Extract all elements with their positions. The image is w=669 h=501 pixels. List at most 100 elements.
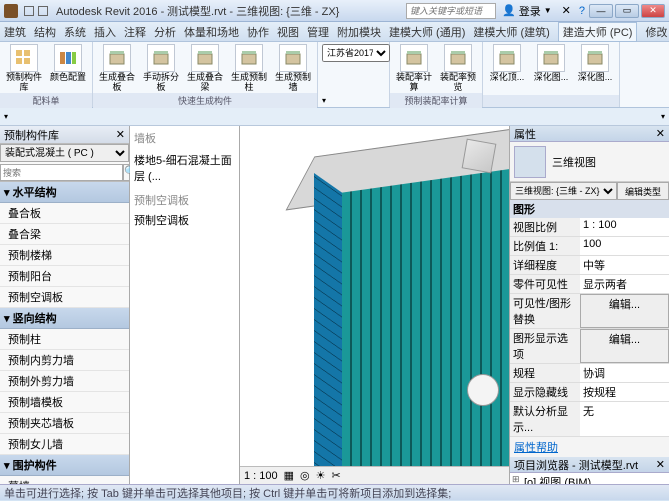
- prop-value: 无: [580, 402, 669, 436]
- prop-value: 1 : 100: [580, 218, 669, 236]
- menu-14[interactable]: 修改: [645, 24, 667, 40]
- prop-row: 视图比例1 : 100: [510, 218, 669, 237]
- menu-13[interactable]: 建造大师 (PC): [558, 22, 638, 42]
- calc-btn-0[interactable]: 装配率计算: [394, 44, 434, 93]
- qat-save-icon[interactable]: [38, 6, 48, 16]
- detail-item[interactable]: 预制空调板: [134, 212, 235, 228]
- menu-9[interactable]: 管理: [307, 24, 329, 40]
- menu-11[interactable]: 建模大师 (通用): [389, 24, 465, 40]
- panel-title: 属性: [514, 126, 536, 142]
- component-tree: ▾ 水平结构叠合板叠合梁预制楼梯预制阳台预制空调板▾ 竖向结构预制柱预制内剪力墙…: [0, 182, 129, 484]
- menu-7[interactable]: 协作: [247, 24, 269, 40]
- menu-0[interactable]: 建筑: [4, 24, 26, 40]
- prop-row: 规程协调: [510, 364, 669, 383]
- group-label: 快速生成构件: [93, 93, 317, 108]
- qat-open-icon[interactable]: [24, 6, 34, 16]
- edit-type-button[interactable]: 编辑类型: [617, 182, 669, 200]
- menu-1[interactable]: 结构: [34, 24, 56, 40]
- color-config-button[interactable]: 颜色配置: [48, 44, 88, 93]
- prop-value: 协调: [580, 364, 669, 382]
- view-control-bar: 1 : 100 ▦ ◎ ☀ ✂: [240, 466, 509, 484]
- ribbon-group-generate: 生成叠合板手动拆分板生成叠合梁生成预制柱生成预制墙 快速生成构件: [93, 42, 318, 107]
- help-search-input[interactable]: [406, 3, 496, 19]
- tree-item[interactable]: 预制阳台: [0, 266, 129, 287]
- menu-3[interactable]: 插入: [94, 24, 116, 40]
- browser-root[interactable]: [o] 视图 (BIM): [510, 473, 669, 484]
- tree-section[interactable]: ▾ 水平结构: [0, 182, 129, 203]
- menu-8[interactable]: 视图: [277, 24, 299, 40]
- minimize-button[interactable]: —: [589, 4, 613, 18]
- detail-btn-1[interactable]: 深化图...: [531, 44, 571, 83]
- gen-btn-0[interactable]: 生成叠合板: [97, 44, 137, 93]
- prop-row: 图形显示选项编辑...: [510, 329, 669, 364]
- tree-section[interactable]: ▾ 围护构件: [0, 455, 129, 476]
- menu-12[interactable]: 建模大师 (建筑): [473, 24, 549, 40]
- tree-item[interactable]: 幕墙: [0, 476, 129, 484]
- prop-value[interactable]: 编辑...: [580, 294, 669, 328]
- menu-2[interactable]: 系统: [64, 24, 86, 40]
- prop-value: 按规程: [580, 383, 669, 401]
- tree-item[interactable]: 预制空调板: [0, 287, 129, 308]
- detail-panel: 墙板 楼地5-细石混凝土面层 (... 预制空调板 预制空调板: [130, 126, 240, 484]
- detail-btn-2[interactable]: 深化图...: [575, 44, 615, 83]
- prop-value[interactable]: 编辑...: [580, 329, 669, 363]
- maximize-button[interactable]: ▭: [615, 4, 639, 18]
- prop-row: 详细程度中等: [510, 256, 669, 275]
- panel-title: 项目浏览器 - 测试模型.rvt: [514, 457, 638, 473]
- menu-10[interactable]: 附加模块: [337, 24, 381, 40]
- menu-5[interactable]: 分析: [154, 24, 176, 40]
- vc-icon[interactable]: ◎: [300, 469, 310, 482]
- detail-item[interactable]: 楼地5-细石混凝土面层 (...: [134, 150, 235, 186]
- menu-6[interactable]: 体量和场地: [184, 24, 239, 40]
- titlebar: Autodesk Revit 2016 - 测试模型.rvt - 三维视图: {…: [0, 0, 669, 22]
- tree-item[interactable]: 预制夹芯墙板: [0, 413, 129, 434]
- help-icon[interactable]: ✕: [562, 4, 571, 17]
- scale-label[interactable]: 1 : 100: [244, 470, 278, 482]
- nav-wheel[interactable]: [467, 374, 499, 406]
- gen-btn-3[interactable]: 生成预制柱: [229, 44, 269, 93]
- 3d-viewport[interactable]: [240, 126, 509, 466]
- tree-item[interactable]: 预制墙模板: [0, 392, 129, 413]
- panel-header: 预制构件库✕: [0, 126, 129, 144]
- tree-search-input[interactable]: [0, 164, 123, 181]
- assembly-type-select[interactable]: 装配式混凝土 ( PC ): [0, 144, 129, 162]
- tree-item[interactable]: 预制内剪力墙: [0, 350, 129, 371]
- revit-icon: [4, 4, 18, 18]
- prop-value: 100: [580, 237, 669, 255]
- vc-icon[interactable]: ▦: [284, 469, 294, 482]
- close-icon[interactable]: ✕: [656, 127, 665, 140]
- tree-item[interactable]: 预制外剪力墙: [0, 371, 129, 392]
- province-select[interactable]: 江苏省2017: [322, 44, 390, 62]
- calc-btn-1[interactable]: 装配率预览: [438, 44, 478, 93]
- menu-4[interactable]: 注释: [124, 24, 146, 40]
- tree-item[interactable]: 预制楼梯: [0, 245, 129, 266]
- info-icon[interactable]: ?: [579, 5, 585, 17]
- close-button[interactable]: ✕: [641, 4, 665, 18]
- prop-row: 显示隐藏线按规程: [510, 383, 669, 402]
- ribbon-group-province: 江苏省2017 ▾: [318, 42, 390, 107]
- close-icon[interactable]: ✕: [656, 458, 665, 471]
- ribbon-group-calc: 装配率计算装配率预览 预制装配率计算: [390, 42, 483, 107]
- tree-item[interactable]: 预制女儿墙: [0, 434, 129, 455]
- tree-section[interactable]: ▾ 竖向结构: [0, 308, 129, 329]
- ribbon: 预制构件库 颜色配置 配料单 生成叠合板手动拆分板生成叠合梁生成预制柱生成预制墙…: [0, 42, 669, 108]
- tree-item[interactable]: 叠合板: [0, 203, 129, 224]
- close-panel-icon[interactable]: ✕: [116, 128, 125, 141]
- view-cube[interactable]: [455, 132, 503, 180]
- gen-btn-4[interactable]: 生成预制墙: [273, 44, 313, 93]
- prop-value: 显示两者: [580, 275, 669, 293]
- user-login[interactable]: 👤登录▼: [502, 3, 552, 19]
- vc-icon[interactable]: ✂: [332, 469, 341, 482]
- properties-help-link[interactable]: 属性帮助: [510, 437, 669, 457]
- gen-btn-2[interactable]: 生成叠合梁: [185, 44, 225, 93]
- tree-item[interactable]: 叠合梁: [0, 224, 129, 245]
- window-title: Autodesk Revit 2016 - 测试模型.rvt - 三维视图: {…: [56, 3, 406, 19]
- tree-item[interactable]: 预制柱: [0, 329, 129, 350]
- prefab-library-button[interactable]: 预制构件库: [4, 44, 44, 93]
- prop-value: 中等: [580, 256, 669, 274]
- instance-select[interactable]: 三维视图: {三维 - ZX}: [510, 182, 617, 200]
- vc-icon[interactable]: ☀: [316, 469, 326, 482]
- type-name: 三维视图: [552, 154, 596, 170]
- detail-btn-0[interactable]: 深化顶...: [487, 44, 527, 83]
- gen-btn-1[interactable]: 手动拆分板: [141, 44, 181, 93]
